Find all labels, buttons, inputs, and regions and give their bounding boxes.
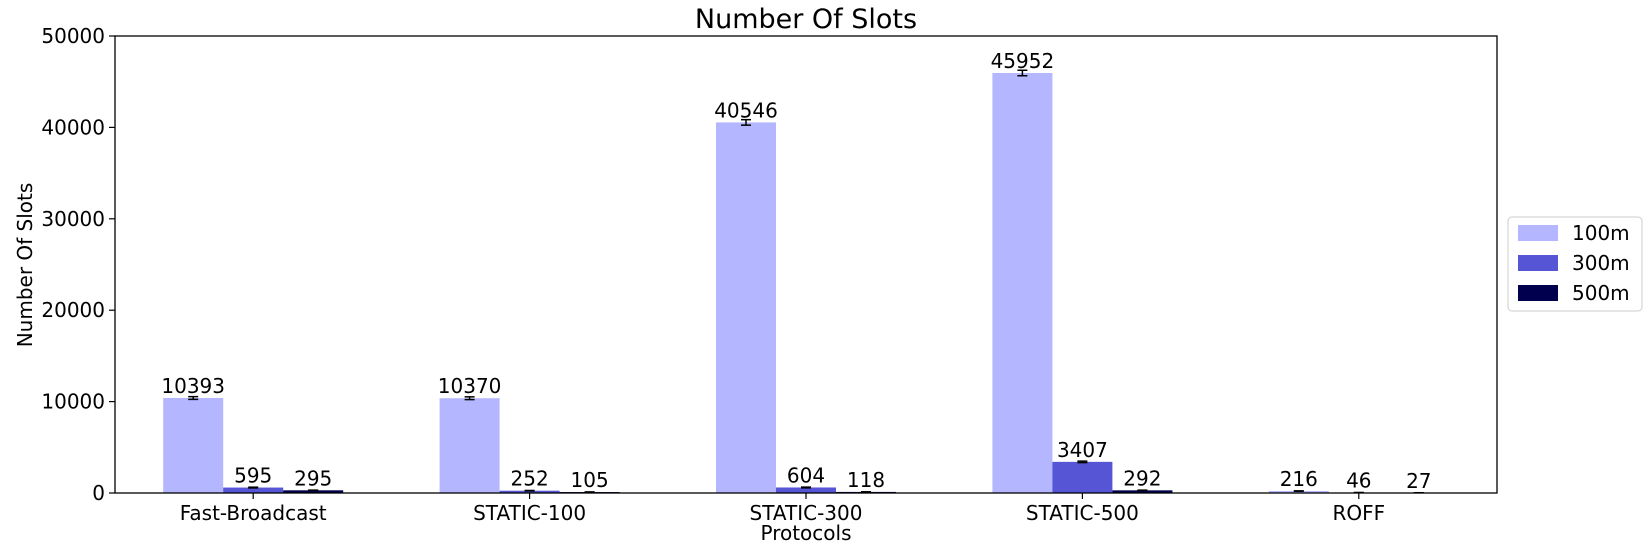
data-label: 216 [1280,467,1318,491]
x-tick-label: ROFF [1332,501,1385,525]
chart-title: Number Of Slots [695,4,917,35]
y-tick-label: 10000 [41,390,105,414]
legend-label: 500m [1572,281,1630,305]
legend-swatch [1518,285,1558,301]
legend-label: 100m [1572,221,1630,245]
bar [1052,461,1113,493]
data-label: 295 [294,466,332,490]
data-label: 40546 [714,98,778,122]
plot-frame [114,35,1498,494]
legend-swatch [1518,225,1558,241]
y-tick-label: 0 [92,481,105,505]
data-label: 604 [787,463,825,487]
data-label: 45952 [991,49,1055,73]
x-axis: Fast-Broadcast STATIC-100 STATIC-300 STATIC… [180,493,1385,545]
data-label: 3407 [1057,438,1108,462]
bar [992,72,1053,493]
y-tick-label: 20000 [41,298,105,322]
bar [439,398,500,493]
x-tick-label: STATIC-500 [1026,501,1139,525]
data-label: 252 [511,467,549,491]
bar [283,490,344,493]
data-label: 105 [571,468,609,492]
x-tick-label: Fast-Broadcast [180,501,327,525]
bar [499,490,560,493]
y-axis: Number Of Slots 0 10000 20000 30000 40000 500… [13,24,115,505]
y-tick-label: 30000 [41,207,105,231]
y-tick-label: 40000 [41,115,105,139]
x-axis-label: Protocols [760,521,851,545]
data-label: 27 [1406,469,1431,493]
bar [716,122,776,494]
bar [1112,490,1173,493]
x-tick-label: STATIC-100 [473,501,586,525]
data-label: 595 [234,464,272,488]
y-tick-label: 50000 [41,24,105,48]
data-label: 10393 [161,374,225,398]
bar [776,487,836,493]
data-labels-group: 10393 595 295 10370 252 105 40546 604 118 45952 34… [161,49,1431,493]
bars-group [163,69,1449,494]
x-tick-label: STATIC-300 [750,501,863,525]
bar [223,487,284,493]
data-label: 10370 [438,374,502,398]
bar [1268,491,1329,493]
legend: 100m 300m 500m [1507,216,1643,312]
legend-label: 300m [1572,251,1630,275]
y-axis-label: Number Of Slots [13,183,37,348]
bar [163,398,224,493]
data-label: 46 [1346,469,1371,493]
data-label: 292 [1123,466,1161,490]
legend-swatch [1518,255,1558,271]
data-label: 118 [847,468,885,492]
